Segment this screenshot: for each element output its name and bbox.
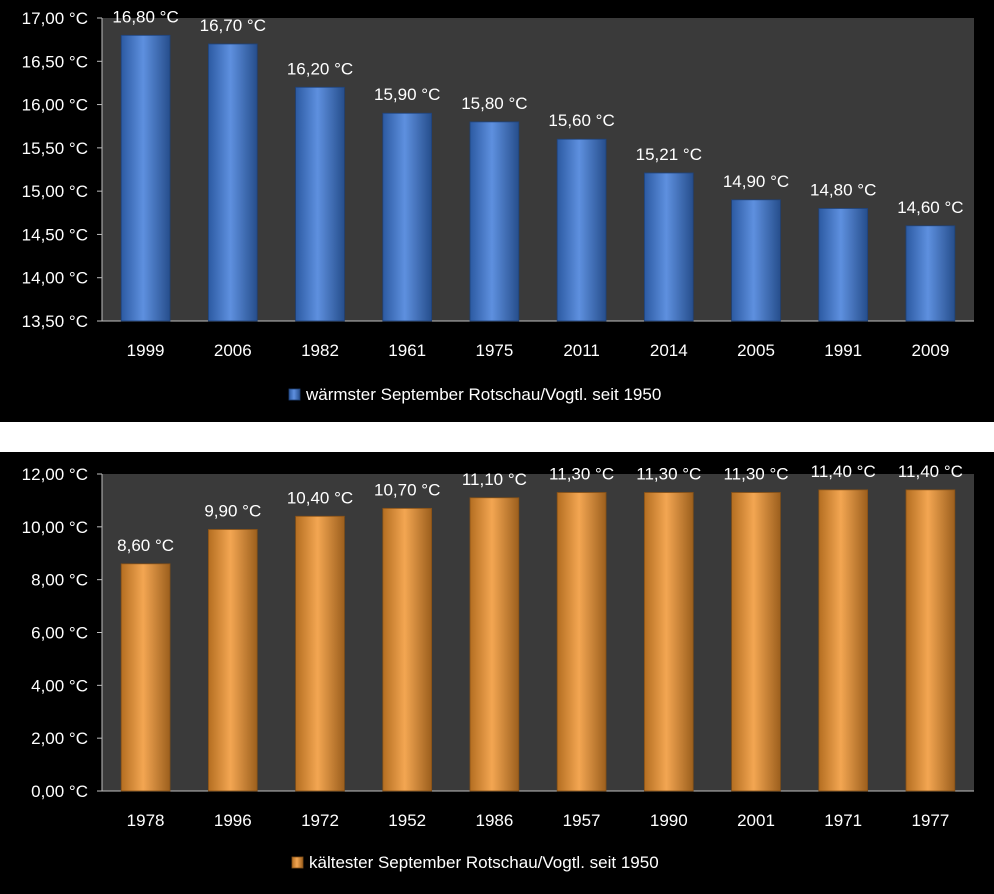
bar xyxy=(295,515,345,792)
data-label: 15,90 °C xyxy=(374,85,440,104)
x-tick-label: 1957 xyxy=(563,811,601,830)
data-label: 11,30 °C xyxy=(636,464,701,483)
y-tick-label: 14,50 °C xyxy=(22,225,88,244)
x-tick-label: 2009 xyxy=(911,341,949,360)
bar xyxy=(731,492,781,792)
bar xyxy=(469,121,520,322)
y-tick-label: 12,00 °C xyxy=(22,465,88,484)
warmest-september-chart-panel: 13,50 °C 14,00 °C 14,50 °C 15,00 °C 15,50 °C… xyxy=(0,0,994,422)
x-tick-label: 2005 xyxy=(737,341,775,360)
legend-swatch xyxy=(288,388,301,401)
bar xyxy=(469,497,520,792)
y-tick-label: 13,50 °C xyxy=(22,312,88,331)
bar xyxy=(818,208,869,322)
data-label: 14,60 °C xyxy=(897,198,963,217)
y-tick-label: 16,00 °C xyxy=(22,96,88,115)
bar xyxy=(382,112,433,322)
chart-divider xyxy=(0,422,994,452)
bar xyxy=(120,34,171,322)
x-tick-label: 1952 xyxy=(388,811,426,830)
x-tick-label: 2001 xyxy=(737,811,775,830)
data-label: 14,90 °C xyxy=(723,172,789,191)
y-tick-label: 4,00 °C xyxy=(31,676,88,695)
x-tick-label: 1999 xyxy=(127,341,165,360)
x-tick-label: 1977 xyxy=(911,811,949,830)
bar xyxy=(731,199,781,322)
x-tick-label: 1982 xyxy=(301,341,339,360)
bar xyxy=(905,489,956,792)
y-tick-label: 10,00 °C xyxy=(22,518,88,537)
x-tick-label: 1990 xyxy=(650,811,688,830)
data-label: 16,20 °C xyxy=(287,59,353,78)
x-tick-label: 1978 xyxy=(127,811,165,830)
data-label: 15,60 °C xyxy=(548,111,614,130)
y-tick-label: 2,00 °C xyxy=(31,729,88,748)
y-tick-label: 14,00 °C xyxy=(22,269,88,288)
data-label: 16,70 °C xyxy=(200,16,266,35)
legend-label: kältester September Rotschau/Vogtl. seit… xyxy=(309,853,659,872)
data-label: 16,80 °C xyxy=(112,7,178,26)
x-tick-label: 2006 xyxy=(214,341,252,360)
data-label: 9,90 °C xyxy=(204,501,261,520)
data-label: 10,70 °C xyxy=(374,480,440,499)
warmest-september-chart: 13,50 °C 14,00 °C 14,50 °C 15,00 °C 15,50 °C… xyxy=(22,7,974,404)
bar xyxy=(295,86,345,322)
x-tick-label: 1975 xyxy=(475,341,513,360)
data-label: 11,40 °C xyxy=(898,462,963,481)
bar xyxy=(905,225,956,322)
x-tick-label: 1991 xyxy=(824,341,862,360)
y-tick-label: 15,50 °C xyxy=(22,139,88,158)
coldest-september-chart-panel: 0,00 °C 2,00 °C 4,00 °C 6,00 °C 8,00 °C 10,00… xyxy=(0,452,994,894)
x-tick-label: 1961 xyxy=(388,341,426,360)
bar xyxy=(120,563,171,792)
y-tick-label: 15,00 °C xyxy=(22,182,88,201)
bar xyxy=(643,172,694,322)
y-tick-label: 6,00 °C xyxy=(31,624,88,643)
coldest-september-chart: 0,00 °C 2,00 °C 4,00 °C 6,00 °C 8,00 °C 10,00… xyxy=(22,462,974,872)
bar xyxy=(556,138,607,322)
data-label: 11,10 °C xyxy=(462,470,527,489)
bar xyxy=(643,492,694,792)
y-tick-label: 16,50 °C xyxy=(22,52,88,71)
y-tick-label: 8,00 °C xyxy=(31,571,88,590)
data-label: 11,30 °C xyxy=(723,464,788,483)
bar xyxy=(556,492,607,792)
data-label: 14,80 °C xyxy=(810,180,876,199)
bar xyxy=(382,507,433,792)
x-tick-label: 1996 xyxy=(214,811,252,830)
y-tick-label: 0,00 °C xyxy=(31,782,88,801)
legend-swatch xyxy=(291,856,304,869)
data-label: 8,60 °C xyxy=(117,536,174,555)
data-label: 15,21 °C xyxy=(636,145,702,164)
y-tick-label: 17,00 °C xyxy=(22,9,88,28)
data-label: 11,30 °C xyxy=(549,464,614,483)
bar xyxy=(207,43,258,322)
data-label: 11,40 °C xyxy=(811,462,876,481)
legend-label: wärmster September Rotschau/Vogtl. seit … xyxy=(305,385,661,404)
bar xyxy=(818,489,869,792)
x-tick-label: 1986 xyxy=(475,811,513,830)
x-tick-label: 2014 xyxy=(650,341,688,360)
data-label: 10,40 °C xyxy=(287,488,353,507)
x-tick-label: 1972 xyxy=(301,811,339,830)
bar xyxy=(207,529,258,792)
data-label: 15,80 °C xyxy=(461,94,527,113)
x-tick-label: 1971 xyxy=(824,811,862,830)
x-tick-label: 2011 xyxy=(563,341,600,360)
